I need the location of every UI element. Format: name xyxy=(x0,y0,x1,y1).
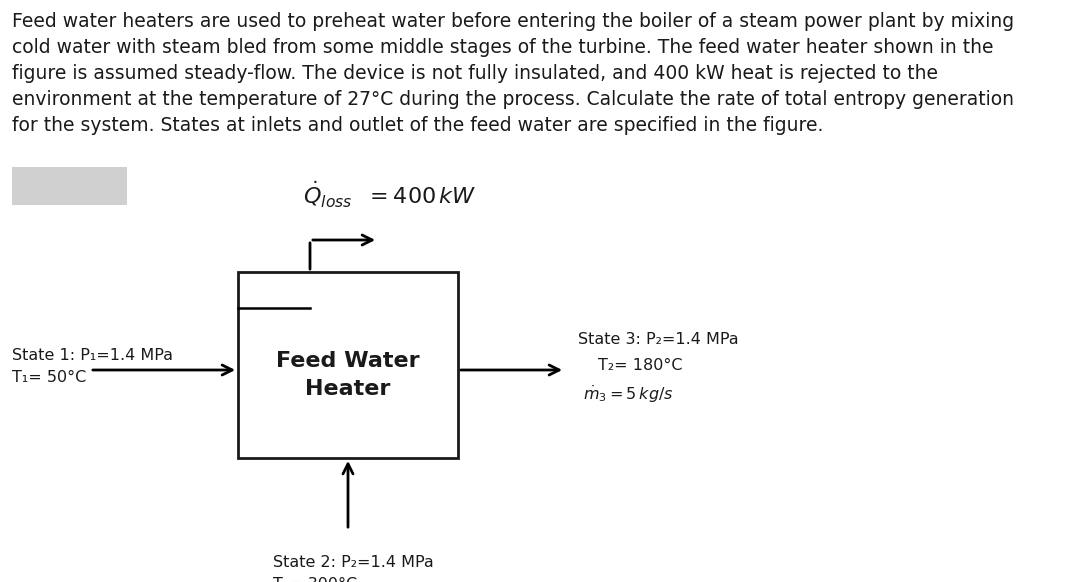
Text: $\dot{Q}_{loss}$  $= 400\,kW$: $\dot{Q}_{loss}$ $= 400\,kW$ xyxy=(304,180,477,210)
Text: State 3: P₂=1.4 MPa: State 3: P₂=1.4 MPa xyxy=(578,332,738,347)
Text: figure is assumed steady-flow. The device is not fully insulated, and 400 kW hea: figure is assumed steady-flow. The devic… xyxy=(12,64,938,83)
Text: T₂= 180°C: T₂= 180°C xyxy=(598,358,682,373)
Text: Feed water heaters are used to preheat water before entering the boiler of a ste: Feed water heaters are used to preheat w… xyxy=(12,12,1014,31)
Bar xyxy=(238,272,458,458)
Text: environment at the temperature of 27°C during the process. Calculate the rate of: environment at the temperature of 27°C d… xyxy=(12,90,1014,109)
Text: cold water with steam bled from some middle stages of the turbine. The feed wate: cold water with steam bled from some mid… xyxy=(12,38,993,57)
Bar xyxy=(12,167,126,205)
Text: State 2: P₂=1.4 MPa
T₂= 300°C: State 2: P₂=1.4 MPa T₂= 300°C xyxy=(273,555,433,582)
Text: for the system. States at inlets and outlet of the feed water are specified in t: for the system. States at inlets and out… xyxy=(12,116,824,135)
Text: Feed Water
Heater: Feed Water Heater xyxy=(276,351,419,399)
Text: State 1: P₁=1.4 MPa
T₁= 50°C: State 1: P₁=1.4 MPa T₁= 50°C xyxy=(12,348,173,385)
Text: $\dot{m}_3 = 5\,kg / s$: $\dot{m}_3 = 5\,kg / s$ xyxy=(583,384,673,405)
